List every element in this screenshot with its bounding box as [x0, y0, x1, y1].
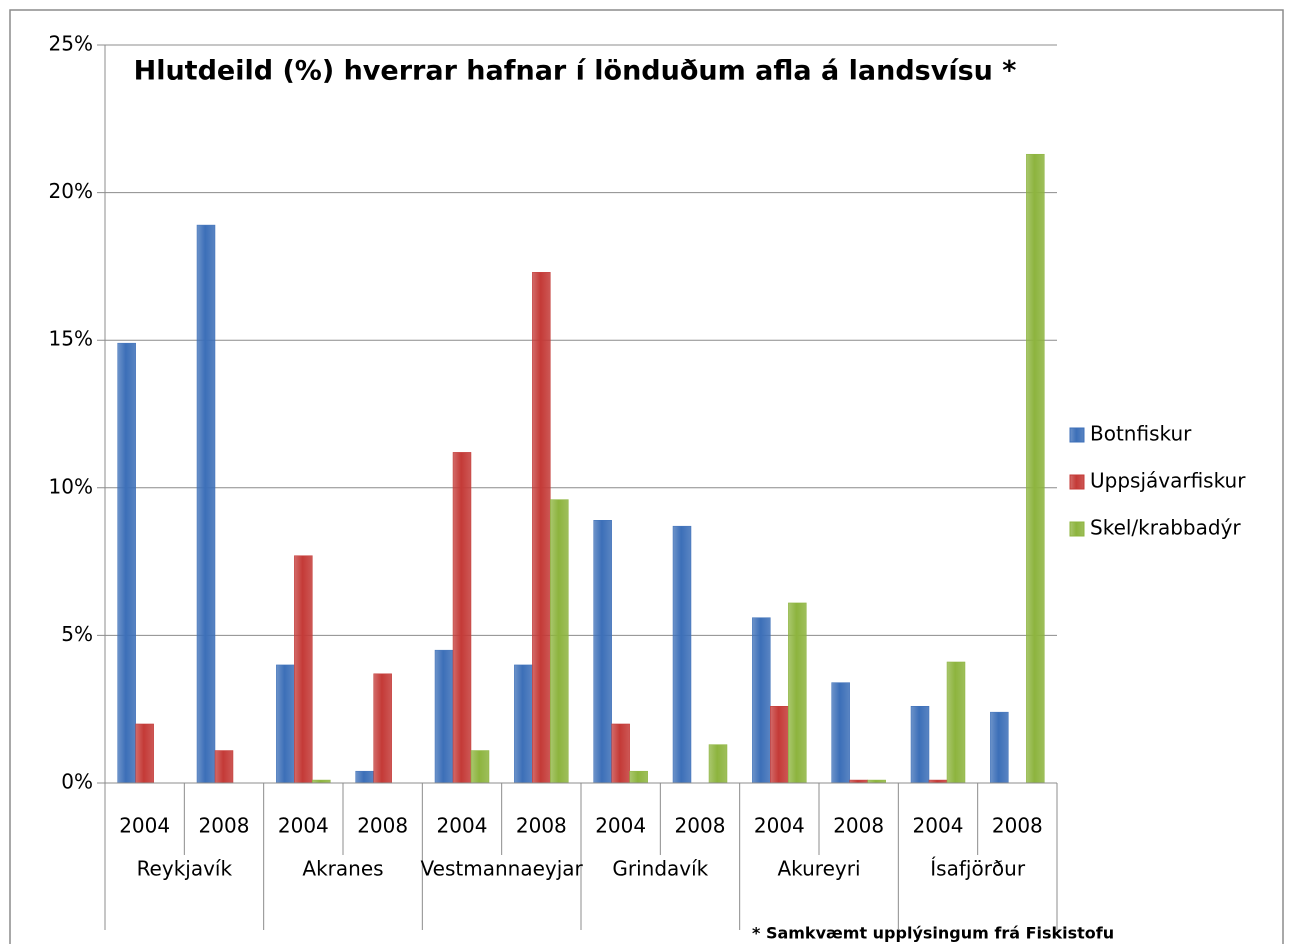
bar	[294, 555, 313, 784]
bar	[946, 661, 966, 784]
bar	[355, 770, 374, 784]
bar	[672, 525, 692, 784]
legend-swatch	[1069, 521, 1085, 537]
x-tick-label: 2004	[437, 814, 488, 838]
bar	[532, 272, 551, 784]
bar	[629, 770, 648, 784]
bar	[434, 649, 454, 784]
legend-label: Uppsjávarfiskur	[1090, 469, 1246, 493]
bar	[214, 750, 234, 784]
x-tick-label: 2008	[992, 814, 1043, 838]
x-tick-label: 2008	[516, 814, 567, 838]
bar	[593, 520, 612, 784]
bar	[135, 723, 154, 784]
y-tick-label: 25%	[49, 32, 93, 56]
bar	[276, 664, 295, 784]
x-tick-label: 2008	[199, 814, 250, 838]
bar	[708, 744, 728, 784]
group-label: Akranes	[302, 857, 383, 881]
footnote: * Samkvæmt upplýsingum frá Fiskistofu	[752, 924, 1114, 943]
chart-title: Hlutdeild (%) hverrar hafnar í lönduðum …	[134, 56, 1017, 87]
bar	[1026, 153, 1045, 784]
bar	[910, 705, 930, 784]
x-tick-label: 2008	[675, 814, 726, 838]
bar	[514, 664, 533, 784]
bar	[611, 723, 630, 784]
bar	[831, 682, 850, 784]
group-label: Akureyri	[777, 857, 860, 881]
x-tick-label: 2004	[595, 814, 646, 838]
bar	[196, 224, 216, 784]
group-label: Reykjavík	[137, 857, 233, 881]
y-tick-label: 10%	[49, 474, 93, 498]
bar	[770, 705, 789, 784]
x-tick-label: 2004	[913, 814, 964, 838]
group-label: Grindavík	[612, 857, 708, 881]
bar	[788, 602, 807, 784]
bar	[452, 452, 472, 784]
x-tick-label: 2008	[357, 814, 408, 838]
bar	[470, 750, 490, 784]
y-tick-label: 0%	[61, 770, 93, 794]
x-tick-label: 2004	[754, 814, 805, 838]
y-tick-label: 20%	[49, 179, 93, 203]
legend-swatch	[1069, 474, 1085, 490]
bar	[990, 711, 1009, 784]
bar	[117, 342, 136, 784]
y-tick-label: 5%	[61, 622, 93, 646]
bar	[752, 617, 771, 784]
bar	[550, 499, 569, 784]
group-label: Ísafjörður	[930, 857, 1026, 881]
x-tick-label: 2008	[833, 814, 884, 838]
x-tick-label: 2004	[278, 814, 329, 838]
group-label: Vestmannaeyjar	[421, 857, 584, 881]
y-tick-label: 15%	[49, 327, 93, 351]
x-tick-label: 2004	[119, 814, 170, 838]
legend-swatch	[1069, 427, 1085, 443]
legend-label: Skel/krabbadýr	[1090, 516, 1241, 540]
legend-label: Botnfiskur	[1090, 422, 1192, 446]
bar	[373, 673, 392, 784]
